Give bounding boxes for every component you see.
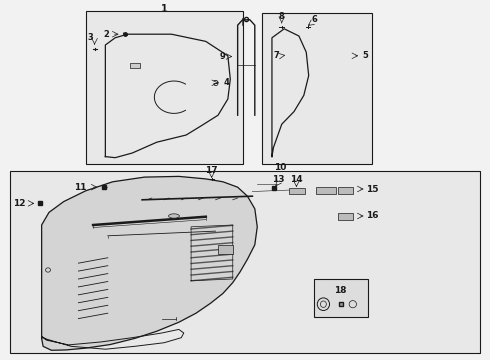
Text: 6: 6: [312, 15, 318, 24]
Bar: [338, 187, 353, 194]
Bar: [218, 245, 233, 254]
Bar: [314, 279, 368, 317]
Polygon shape: [42, 176, 257, 350]
Text: 4: 4: [223, 78, 229, 87]
Text: 18: 18: [334, 286, 347, 295]
Bar: [262, 13, 372, 164]
Ellipse shape: [169, 214, 179, 218]
Text: 13: 13: [272, 175, 285, 184]
Bar: [130, 63, 140, 68]
Text: 10: 10: [274, 163, 287, 172]
Bar: [338, 213, 353, 220]
Text: 8: 8: [279, 12, 285, 21]
Text: 14: 14: [290, 175, 303, 184]
Text: 9: 9: [220, 52, 226, 61]
Bar: [0, 0, 490, 173]
Bar: [316, 187, 336, 194]
Text: 16: 16: [366, 211, 379, 220]
Text: 7: 7: [274, 51, 280, 60]
Text: 3: 3: [88, 33, 94, 42]
Text: 11: 11: [74, 183, 86, 192]
Text: 17: 17: [205, 166, 218, 175]
Text: 5: 5: [362, 51, 368, 60]
Text: 15: 15: [366, 184, 379, 194]
Text: 12: 12: [13, 199, 26, 208]
Bar: [86, 11, 243, 164]
Bar: [10, 171, 480, 353]
Text: 1: 1: [161, 4, 168, 14]
Text: ə: ə: [213, 78, 219, 88]
Bar: [289, 188, 305, 194]
Text: 2: 2: [103, 30, 109, 39]
